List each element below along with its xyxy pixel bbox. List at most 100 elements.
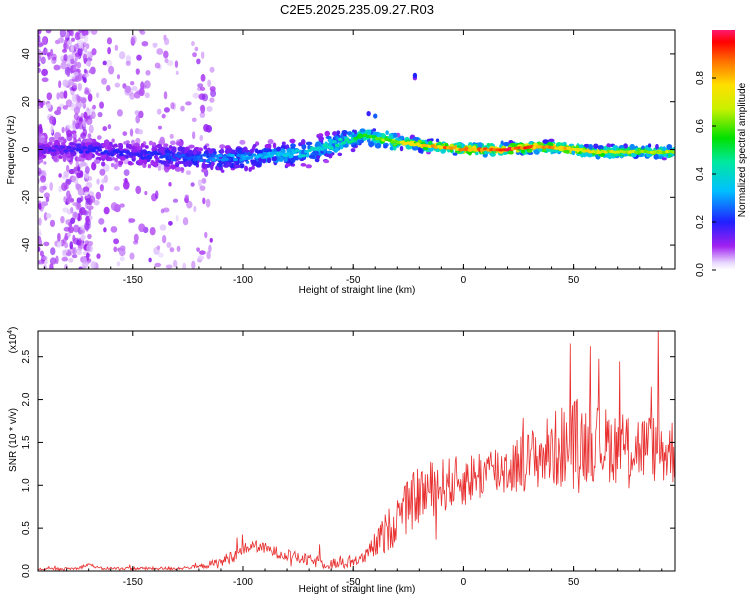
spectrogram-noise-blob — [133, 91, 141, 99]
spectrogram-ridge-cell — [78, 150, 84, 154]
colorbar: 0.0 0.2 0.4 0.6 0.8 Normalized spectral ampl… — [695, 30, 748, 277]
spectrogram-noise-blob — [124, 85, 132, 94]
spectrogram-band-cell — [317, 133, 324, 138]
spectrogram-band-cell — [106, 144, 113, 151]
spectrogram-noise-blob — [38, 202, 42, 211]
spectrogram-noise-blob — [103, 206, 110, 215]
spectrogram-band-cell — [237, 149, 243, 155]
spectrogram-noise-blob — [199, 111, 206, 119]
spectrogram-noise-blob — [39, 185, 45, 194]
snr-marks — [38, 331, 675, 571]
spectrogram-noise-blob — [43, 192, 50, 199]
spectrogram-noise-blob — [197, 179, 202, 187]
spectrogram-noise-blob — [80, 112, 85, 118]
spectrogram-band-cell — [220, 148, 224, 154]
spectrogram-noise-blob — [102, 60, 107, 66]
spectrogram-ridge-cell — [146, 154, 152, 158]
spectrogram-noise-blob — [163, 50, 169, 59]
spectrogram-band-cell — [96, 135, 102, 140]
spectrogram-noise-blob — [76, 61, 82, 69]
spectrogram-band-cell — [612, 145, 617, 151]
spectrogram-band-cell — [118, 160, 124, 165]
spectrogram-noise-blob — [56, 106, 62, 112]
spectrogram-noise-blob — [84, 89, 90, 95]
spectrogram-noise-blob — [199, 185, 206, 191]
spectrogram-band-cell — [418, 147, 422, 154]
spectrogram-noise-blob — [72, 94, 78, 103]
spectrogram-noise-blob — [62, 207, 69, 213]
spectrogram-noise-blob — [55, 255, 59, 265]
spectrogram-noise-blob — [163, 91, 168, 100]
spectrogram-band-cell — [392, 132, 398, 138]
x-tick-label: -150 — [123, 577, 143, 588]
spectrogram-ridge-cell — [307, 148, 312, 153]
spectrogram-noise-blob — [51, 53, 57, 61]
spectrogram-band-cell — [76, 156, 84, 162]
spectrogram-noise-blob — [161, 234, 167, 244]
spectrogram-noise-blob — [106, 37, 113, 45]
spectrogram-noise-blob — [49, 263, 54, 269]
spectrogram-ridge-cell — [341, 141, 346, 145]
spectrogram-band-cell — [127, 160, 133, 166]
spectrogram-noise-blob — [101, 161, 106, 167]
spectrogram-noise-blob — [156, 48, 164, 55]
spectrogram-band-cell — [53, 140, 61, 147]
spectrogram-noise-blob — [154, 62, 161, 69]
spectrogram-band-cell — [38, 150, 41, 156]
spectrogram-noise-blob — [77, 82, 83, 92]
spectrogram-noise-blob — [49, 257, 57, 265]
y-tick-label: 0.0 — [21, 564, 32, 578]
spectrogram-ridge-cell — [288, 154, 294, 158]
spectrogram-noise-blob — [59, 30, 66, 38]
spectrogram-band-cell — [177, 146, 184, 152]
spectrogram-noise-blob — [93, 199, 100, 206]
spectrogram-ridge-cell — [94, 146, 100, 150]
spectrogram-band-cell — [224, 148, 229, 155]
spectrogram-band-cell — [412, 136, 419, 141]
spectrogram-ridge-cell — [84, 150, 90, 154]
spectrogram-noise-blob — [76, 95, 81, 103]
spectrogram-noise-blob — [78, 117, 83, 122]
spectrogram-band-cell — [156, 143, 163, 149]
spectrogram-noise-blob — [43, 241, 50, 247]
spectrogram-noise-blob — [117, 74, 121, 80]
spectrogram-ridge-cell — [118, 153, 124, 157]
spectrogram-band-cell — [503, 141, 510, 147]
spectrogram-noise-blob — [192, 52, 197, 58]
spectrogram-y-label: Frequency (Hz) — [6, 116, 17, 185]
spectrogram-band-cell — [538, 142, 544, 147]
spectrogram-noise-blob — [62, 105, 69, 110]
spectrogram-noise-blob — [71, 103, 75, 108]
spectrogram-noise-blob — [99, 101, 105, 109]
spectrogram-noise-blob — [64, 242, 69, 249]
spectrogram-ridge-cell — [196, 155, 201, 159]
spectrogram-ridge-cell — [251, 153, 257, 157]
snr-x-ticks: -150 -100 -50 0 50 — [44, 331, 663, 588]
spectrogram-band-cell — [154, 162, 158, 167]
spectrogram-band-cell — [337, 152, 343, 157]
spectrogram-ridge-cell — [300, 154, 306, 158]
spectrogram-noise-blob — [82, 256, 88, 264]
spectrogram-noise-blob — [41, 51, 46, 56]
spectrogram-feature — [412, 72, 418, 79]
spectrogram-ridge-cell — [223, 157, 229, 161]
spectrogram-ridge-cell — [165, 152, 171, 156]
spectrogram-noise-blob — [41, 201, 49, 207]
spectrogram-noise-blob — [73, 213, 77, 220]
spectrogram-noise-blob — [95, 191, 102, 200]
spectrogram-noise-blob — [108, 65, 115, 75]
spectrogram-ridge-cell — [162, 154, 167, 158]
spectrogram-noise-blob — [185, 101, 192, 106]
spectrogram-band-cell — [305, 141, 313, 146]
spectrogram-noise-blob — [113, 238, 120, 245]
spectrogram-noise-blob — [148, 257, 152, 263]
spectrogram-noise-blob — [41, 36, 48, 45]
spectrogram-band-cell — [603, 145, 608, 152]
spectrogram-ridge-cell — [171, 158, 177, 162]
spectrogram-noise-blob — [66, 124, 73, 129]
snr-line — [38, 331, 675, 571]
spectrogram-noise-blob — [72, 65, 77, 71]
spectrogram-band-cell — [118, 146, 123, 152]
spectrogram-noise-blob — [61, 48, 68, 53]
spectrogram-noise-blob — [175, 214, 179, 222]
